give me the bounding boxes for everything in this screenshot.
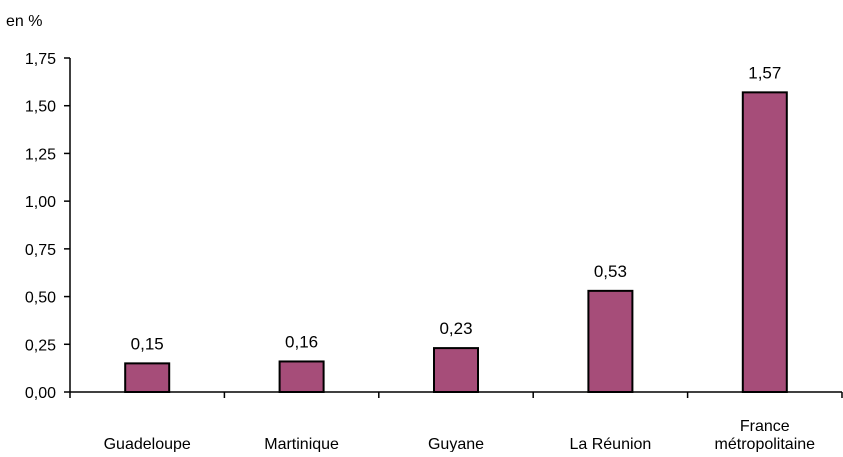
y-tick-label: 1,50	[25, 99, 56, 116]
bar	[278, 360, 325, 394]
y-tick-label: 1,25	[25, 146, 56, 163]
data-label: 0,23	[439, 319, 472, 338]
y-tick-label: 1,00	[25, 194, 56, 211]
category-label: Guadeloupe	[104, 436, 191, 452]
data-label: 0,16	[285, 332, 318, 351]
y-unit-label: en %	[6, 13, 42, 30]
category-labels: Guadeloupe Martinique Guyane La Réunion Fran…	[104, 418, 816, 453]
y-tick-label: 0,25	[25, 337, 56, 354]
y-tick-label: 1,75	[25, 51, 56, 68]
category-label: métropolitaine	[715, 436, 816, 452]
y-tick-label: 0,75	[25, 242, 56, 259]
bar	[587, 289, 634, 393]
bars	[124, 91, 788, 394]
bar	[741, 91, 788, 394]
data-labels: 0,15 0,16 0,23 0,53 1,57	[131, 63, 782, 353]
category-label: France	[740, 418, 790, 435]
data-label: 0,15	[131, 334, 164, 353]
y-tick-label: 0,50	[25, 290, 56, 307]
data-label: 0,53	[594, 262, 627, 281]
y-tick-label: 0,00	[25, 385, 56, 402]
y-axis: 0,00 0,25 0,50 0,75 1,00 1,25 1,50 1,75	[25, 51, 71, 402]
category-label: Martinique	[264, 436, 339, 452]
data-label: 1,57	[748, 63, 781, 82]
bar	[433, 347, 479, 393]
category-label: La Réunion	[569, 436, 651, 452]
bar	[124, 362, 171, 393]
category-label: Guyane	[428, 436, 484, 452]
